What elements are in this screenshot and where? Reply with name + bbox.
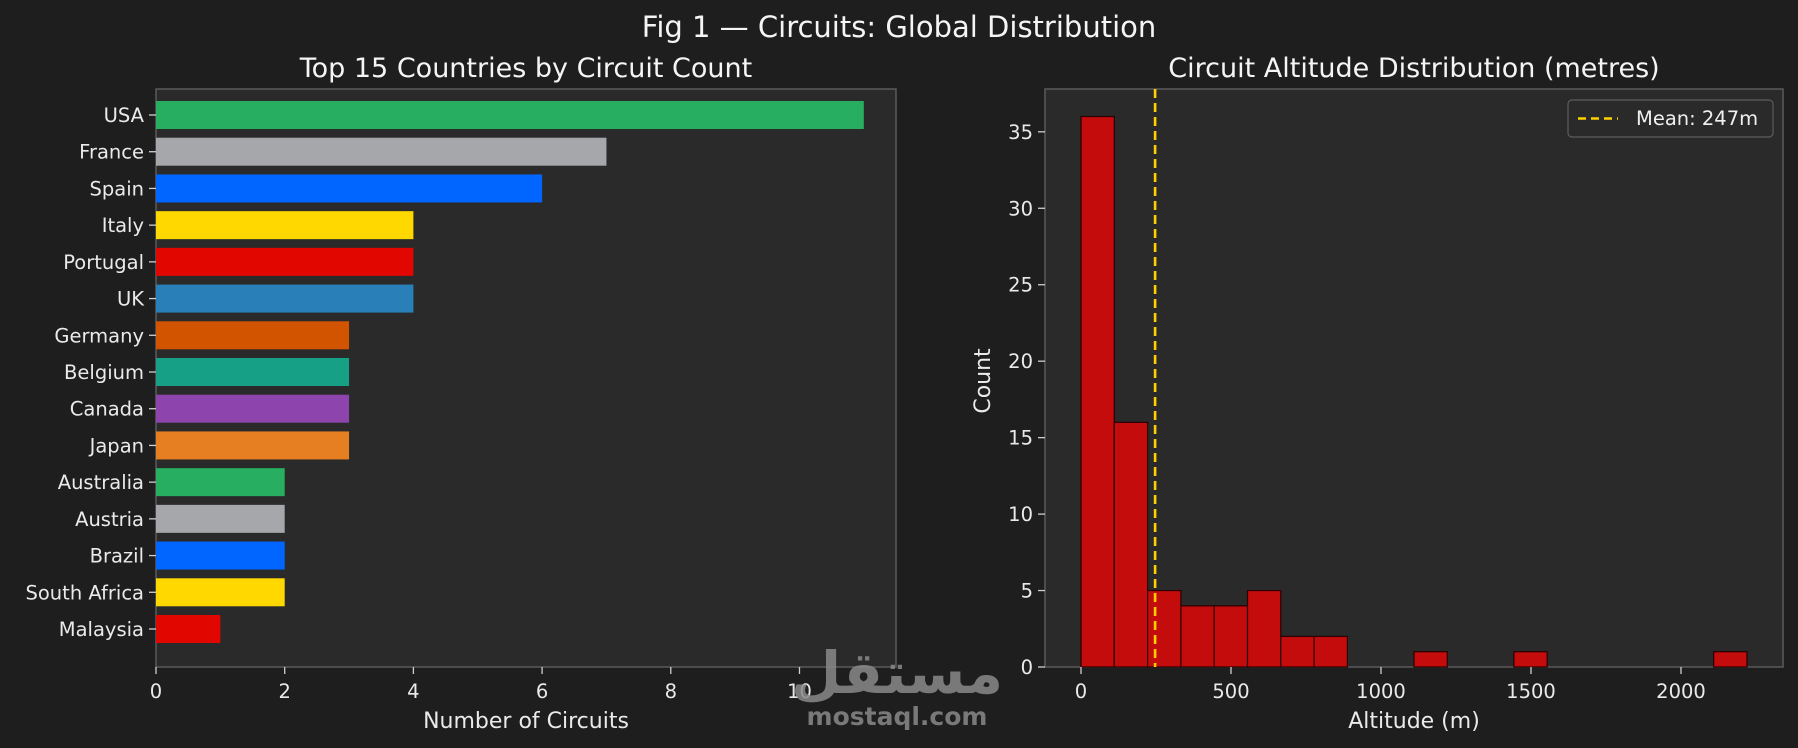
bar-portugal <box>156 247 414 276</box>
histogram-x-axis: 0 500 1000 1500 2000 <box>1075 667 1706 703</box>
x-tick-label: 1000 <box>1356 680 1406 703</box>
x-tick-label: 8 <box>665 680 677 703</box>
x-tick-label: 6 <box>536 680 548 703</box>
y-tick-label: 35 <box>1008 121 1033 144</box>
histogram-bin <box>1246 589 1282 668</box>
y-tick-label: Austria <box>75 508 144 531</box>
y-tick-label: South Africa <box>26 581 145 604</box>
legend-box <box>1567 99 1774 138</box>
bar-usa <box>156 101 864 129</box>
bar-belgium <box>156 358 350 386</box>
figure-title: Fig 1 — Circuits: Global Distribution <box>642 10 1157 44</box>
bar-chart-title: Top 15 Countries by Circuit Count <box>299 53 753 84</box>
bar-chart-xlabel: Number of Circuits <box>423 709 629 734</box>
y-tick-label: 0 <box>1021 656 1033 679</box>
y-tick-label: Malaysia <box>59 618 144 641</box>
y-tick-label: Portugal <box>63 251 144 274</box>
y-tick-label: Italy <box>102 214 144 237</box>
bar-chart-category-axis: USA France Spain Italy Portugal UK Germany Belg… <box>26 104 156 641</box>
x-tick-label: 2 <box>278 680 290 703</box>
bar-australia <box>156 468 285 497</box>
y-tick-label: Australia <box>58 471 144 494</box>
bar-spain <box>156 174 543 203</box>
x-tick-label: 500 <box>1212 680 1249 703</box>
legend-entry-mean: Mean: 247m <box>1636 107 1758 130</box>
histogram-bin <box>1113 421 1149 668</box>
histogram-bin <box>1146 589 1182 668</box>
histogram-bin <box>1280 635 1315 668</box>
x-tick-label: 0 <box>1075 680 1087 703</box>
bar-malaysia <box>156 615 221 643</box>
histogram-bin <box>1413 651 1448 668</box>
histogram-bin <box>1213 605 1249 668</box>
y-tick-label: Spain <box>90 177 144 200</box>
histogram-panel: Circuit Altitude Distribution (metres) 0… <box>971 53 1784 734</box>
y-tick-label: Brazil <box>90 545 144 568</box>
histogram-bin <box>1713 651 1748 668</box>
y-tick-label: France <box>79 141 144 164</box>
bar-austria <box>156 504 285 533</box>
x-tick-label: 1500 <box>1506 680 1556 703</box>
histogram-title: Circuit Altitude Distribution (metres) <box>1168 53 1659 84</box>
bar-chart-bars <box>156 101 864 643</box>
y-tick-label: Canada <box>70 398 144 421</box>
histogram-ylabel: Count <box>971 348 996 414</box>
y-tick-label: UK <box>117 288 145 311</box>
bar-south-africa <box>156 578 285 607</box>
bar-brazil <box>156 541 285 570</box>
y-tick-label: 10 <box>1008 503 1033 526</box>
histogram-y-axis: 0 5 10 15 20 25 30 35 <box>1008 121 1045 679</box>
bar-germany <box>156 321 350 350</box>
y-tick-label: 30 <box>1008 197 1033 220</box>
y-tick-label: 15 <box>1008 427 1033 450</box>
y-tick-label: 25 <box>1008 274 1033 297</box>
x-tick-label: 0 <box>150 680 162 703</box>
histogram-bars <box>1080 115 1748 668</box>
watermark-latin: mostaql.com <box>807 702 988 731</box>
bar-chart-value-axis: 0 2 4 6 8 10 <box>150 667 812 703</box>
watermark: مستقل mostaql.com <box>791 639 1003 731</box>
bar-france <box>156 137 607 166</box>
x-tick-label: 4 <box>407 680 419 703</box>
histogram-bin <box>1313 635 1348 668</box>
histogram-bin <box>1513 651 1548 668</box>
histogram-bin <box>1180 605 1215 668</box>
bar-japan <box>156 431 350 460</box>
y-tick-label: Japan <box>88 434 144 457</box>
histogram-plot-area <box>1044 88 1784 668</box>
y-tick-label: 5 <box>1021 580 1033 603</box>
y-tick-label: USA <box>104 104 145 127</box>
bar-italy <box>156 211 414 240</box>
histogram-bin <box>1080 115 1115 668</box>
y-tick-label: 20 <box>1008 350 1033 373</box>
bar-canada <box>156 394 350 423</box>
x-tick-label: 10 <box>787 680 812 703</box>
x-tick-label: 2000 <box>1656 680 1706 703</box>
bar-chart-panel: Top 15 Countries by Circuit Count USA Fra… <box>26 53 897 734</box>
bar-uk <box>156 284 414 313</box>
y-tick-label: Belgium <box>64 361 144 384</box>
watermark-arabic: مستقل <box>791 639 1003 707</box>
y-tick-label: Germany <box>54 324 144 347</box>
histogram-legend: Mean: 247m <box>1567 99 1774 138</box>
histogram-xlabel: Altitude (m) <box>1348 709 1480 734</box>
